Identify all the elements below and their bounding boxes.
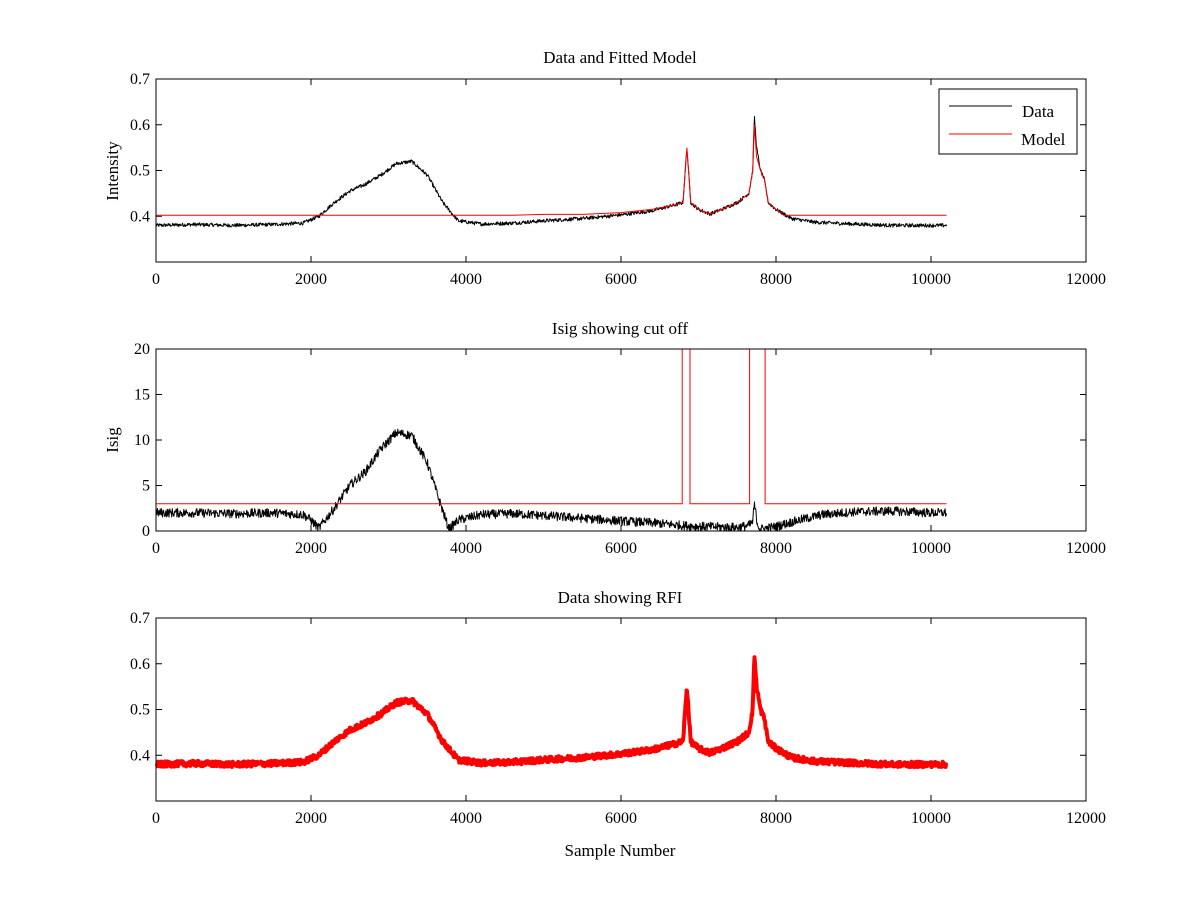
x-tick-label: 10000: [911, 271, 951, 288]
y-tick-label: 15: [134, 387, 150, 404]
y-tick-label: 0.6: [130, 656, 150, 673]
x-tick-label: 6000: [605, 540, 637, 557]
y-tick-label: 0.4: [130, 747, 150, 764]
y-axis-label: Intensity: [103, 141, 122, 201]
y-tick-label: 20: [134, 341, 150, 358]
x-tick-label: 0: [152, 540, 160, 557]
y-tick-label: 0.7: [130, 71, 150, 88]
subplot-data-and-fitted-model: Data and Fitted Model Intensity 0 2000 400…: [103, 48, 1106, 288]
series-line-model: [156, 124, 947, 216]
y-tick-label: 0: [142, 523, 150, 540]
subplot-isig-cut-off: Isig showing cut off Isig 0 2000 4000 6000 8…: [103, 319, 1106, 557]
series-line-series: [155, 428, 947, 532]
y-tick-label: 10: [134, 432, 150, 449]
x-tick-label: 0: [152, 271, 160, 288]
tick-labels: 0 2000 4000 6000 8000 10000 12000 0 5 10 15 20: [134, 341, 1106, 557]
tick-labels: 0 2000 4000 6000 8000 10000 12000 0.4 0.5 0.6 0.7: [130, 610, 1106, 827]
series-line-series: [154, 655, 949, 770]
subplot-title: Isig showing cut off: [552, 319, 688, 338]
subplot-title: Data and Fitted Model: [543, 48, 697, 67]
y-tick-label: 0.5: [130, 163, 150, 180]
x-tick-label: 8000: [760, 540, 792, 557]
subplot-title: Data showing RFI: [558, 588, 683, 607]
legend-label-model: Model: [1021, 130, 1066, 149]
series-line-series: [156, 348, 947, 505]
x-tick-label: 6000: [605, 271, 637, 288]
y-tick-label: 0.4: [130, 208, 150, 225]
x-tick-label: 8000: [760, 271, 792, 288]
x-tick-label: 4000: [450, 271, 482, 288]
y-tick-label: 0.7: [130, 610, 150, 627]
legend-box: [938, 88, 1078, 155]
axes-frame: [155, 348, 1087, 532]
series-layer: [154, 655, 949, 770]
axes-frame: [155, 78, 1087, 263]
x-tick-label: 10000: [911, 810, 951, 827]
x-tick-label: 10000: [911, 540, 951, 557]
x-tick-label: 4000: [450, 810, 482, 827]
x-tick-label: 2000: [295, 271, 327, 288]
x-axis-label: Sample Number: [565, 841, 676, 860]
x-tick-label: 2000: [295, 540, 327, 557]
x-tick-label: 8000: [760, 810, 792, 827]
y-axis-label: Isig: [103, 427, 122, 453]
x-tick-label: 0: [152, 810, 160, 827]
subplot-data-showing-rfi: Data showing RFI Sample Number 0 2000 4000…: [130, 588, 1106, 860]
x-tick-label: 4000: [450, 540, 482, 557]
legend: Data Model: [938, 88, 1078, 155]
x-tick-label: 6000: [605, 810, 637, 827]
y-tick-label: 0.5: [130, 702, 150, 719]
x-tick-label: 12000: [1066, 271, 1106, 288]
series-layer: [155, 116, 947, 228]
tick-labels: 0 2000 4000 6000 8000 10000 12000 0.4 0.5 0.6 0.7: [130, 71, 1106, 288]
y-tick-label: 0.6: [130, 117, 150, 134]
x-tick-label: 12000: [1066, 540, 1106, 557]
legend-label-data: Data: [1022, 102, 1055, 121]
axes-frame: [155, 617, 1087, 802]
y-tick-label: 5: [142, 478, 150, 495]
x-tick-label: 2000: [295, 810, 327, 827]
series-line-data: [155, 116, 947, 228]
series-layer: [155, 348, 947, 532]
x-tick-label: 12000: [1066, 810, 1106, 827]
